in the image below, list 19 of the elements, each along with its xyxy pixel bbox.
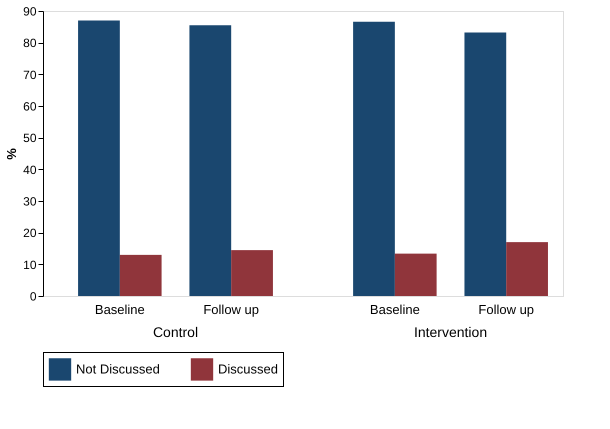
- y-axis-title: %: [4, 148, 20, 160]
- text: Control: [152, 324, 198, 340]
- y-tick-label: 50: [23, 131, 37, 146]
- y-tick-label: 80: [23, 36, 37, 50]
- y-tick-label: 90: [23, 4, 37, 18]
- y-tick-label: 20: [23, 226, 37, 240]
- y-tick-label: 10: [23, 258, 37, 272]
- legend-label: Not Discussed: [76, 361, 160, 376]
- legend-label: Discussed: [218, 361, 278, 376]
- x-tick-label: Baseline: [94, 302, 145, 317]
- y-tick-label: 30: [23, 194, 37, 208]
- x-tick-label: Follow up: [203, 302, 259, 317]
- x-tick-label: Baseline: [370, 302, 420, 317]
- y-tick-label: 40: [23, 162, 37, 177]
- text: Intervention: [414, 324, 488, 340]
- y-tick-label: 0: [30, 290, 37, 304]
- x-tick-label: Follow up: [478, 302, 534, 317]
- y-tick-label: 70: [23, 68, 37, 82]
- y-tick-label: 60: [23, 100, 37, 114]
